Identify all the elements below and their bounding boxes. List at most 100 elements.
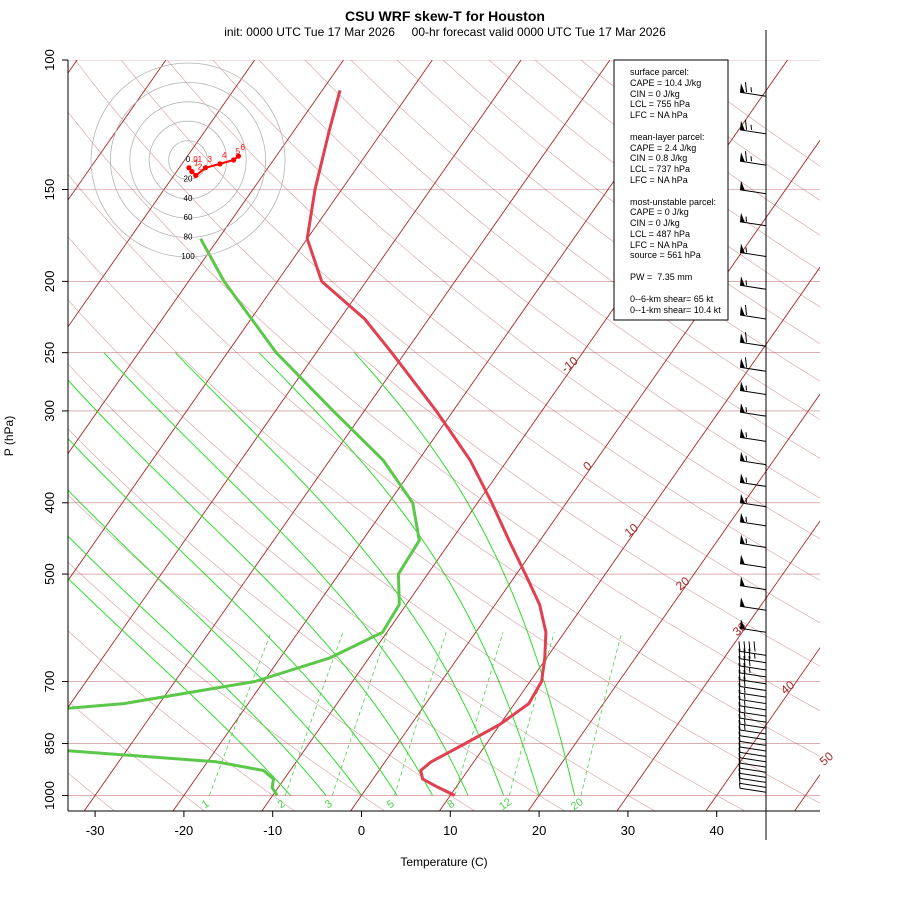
- barb-half-flag: [744, 724, 746, 731]
- wind-barb: [739, 243, 767, 257]
- isotherm-label: 50: [817, 749, 836, 769]
- barb-full-flag: [738, 719, 741, 731]
- x-tick-label: -20: [175, 823, 194, 838]
- barb-half-flag: [745, 455, 747, 461]
- wind-barb: [739, 428, 767, 442]
- surface-lcl: LCL = 755 hPa: [630, 99, 690, 109]
- mixing-ratio-line: [284, 632, 344, 796]
- barb-staff: [739, 711, 767, 717]
- mixing-ratio-label: 8: [445, 798, 457, 811]
- barb-half-flag: [745, 516, 747, 522]
- mean-layer-lfc: LFC = NA hPa: [630, 175, 688, 185]
- dry-adiabat: [68, 299, 745, 811]
- wind-barb: [738, 648, 767, 664]
- barb-half-flag: [754, 653, 756, 659]
- isotherm: [68, 60, 433, 582]
- barb-staff: [739, 782, 767, 788]
- barb-pennant: [740, 333, 745, 344]
- wind-barb: [739, 82, 767, 97]
- barb-staff: [739, 735, 767, 741]
- barb-full-flag: [738, 714, 741, 725]
- wind-barb: [738, 641, 767, 656]
- barb-full-flag: [738, 641, 741, 652]
- mixing-ratio-line: [209, 632, 272, 796]
- hodograph: 0 20 40 60 80 100 .011 23 4 5 6: [90, 62, 286, 261]
- barb-pennant: [740, 180, 745, 191]
- dry-adiabat: [68, 772, 115, 811]
- barb-full-flag: [743, 662, 746, 673]
- barb-pennant: [740, 597, 745, 608]
- wind-barb: [738, 695, 767, 711]
- barb-staff: [739, 762, 767, 768]
- barb-pennant: [740, 152, 745, 163]
- wind-barb: [738, 655, 767, 671]
- barb-half-flag: [744, 707, 746, 713]
- barb-full-flag: [743, 669, 746, 680]
- dry-adiabat: [350, 60, 820, 420]
- x-tick-label: 30: [621, 823, 635, 838]
- isotherm: [527, 393, 820, 811]
- barb-full-flag: [738, 747, 741, 758]
- barb-half-flag: [739, 783, 741, 789]
- barb-half-flag: [744, 713, 746, 719]
- hodograph-ring: [129, 101, 247, 219]
- barb-full-flag: [753, 641, 756, 652]
- moist-adiabat: [68, 577, 291, 796]
- y-tick-label: 150: [42, 179, 57, 201]
- wind-barb: [739, 180, 767, 195]
- dry-adiabat: [396, 60, 820, 382]
- x-axis-label: Temperature (C): [400, 855, 487, 869]
- hodograph-point-label: 5: [236, 147, 241, 156]
- wind-barb: [739, 512, 767, 527]
- barb-full-flag: [743, 641, 746, 652]
- wind-barb-panel: [738, 30, 767, 840]
- moist-adiabat: [68, 535, 327, 796]
- hodograph-point-label: 6: [240, 143, 245, 152]
- wind-barb: [739, 473, 767, 487]
- most-unstable-header: most-unstable parcel:: [630, 197, 716, 207]
- barb-full-flag: [738, 648, 741, 659]
- barb-pennant: [740, 473, 745, 484]
- barb-full-flag: [738, 695, 741, 706]
- wind-barb: [738, 702, 767, 717]
- x-tick-label: -10: [263, 823, 282, 838]
- wind-barb: [738, 725, 767, 741]
- barb-half-flag: [745, 407, 747, 413]
- barb-pennant: [740, 493, 745, 504]
- y-tick-label: 500: [42, 563, 57, 585]
- barb-full-flag: [738, 763, 741, 774]
- hodograph-ring: [148, 120, 228, 200]
- wind-barb: [739, 304, 767, 320]
- mixing-ratio-label: 12: [497, 796, 514, 813]
- dry-adiabat: [166, 60, 820, 581]
- isotherm-label: 10: [622, 520, 641, 540]
- hodograph-point-label: 2: [198, 163, 203, 172]
- barb-half-flag: [750, 87, 752, 93]
- barb-full-flag: [745, 332, 747, 343]
- barb-full-flag: [738, 773, 741, 784]
- axes: -30 -20 -10 0 10 20 30 401000850700500400300250…: [42, 49, 820, 838]
- isotherm: [83, 60, 611, 811]
- dry-adiabat: [68, 173, 820, 757]
- wind-barb: [738, 676, 767, 692]
- moist-adiabat: [68, 437, 398, 796]
- surface-cin: CIN = 0 J/kg: [630, 89, 680, 99]
- wind-barb: [738, 753, 767, 768]
- barb-full-flag: [738, 736, 741, 748]
- barb-full-flag: [738, 725, 741, 736]
- surface-lfc: LFC = NA hPa: [630, 110, 688, 120]
- barb-staff: [739, 777, 767, 783]
- hodograph-point-label: 1: [194, 159, 199, 168]
- wind-barb: [739, 276, 767, 290]
- dry-adiabat: [304, 60, 820, 459]
- wind-barb: [739, 619, 767, 633]
- y-tick-label: 100: [42, 49, 57, 71]
- wind-barb: [738, 689, 767, 705]
- wind-barb: [739, 151, 767, 166]
- barb-pennant: [740, 212, 745, 223]
- barb-full-flag: [738, 742, 741, 753]
- dry-adiabat: [120, 60, 820, 624]
- wind-barb: [739, 493, 767, 508]
- isotherm-label: 40: [778, 678, 797, 698]
